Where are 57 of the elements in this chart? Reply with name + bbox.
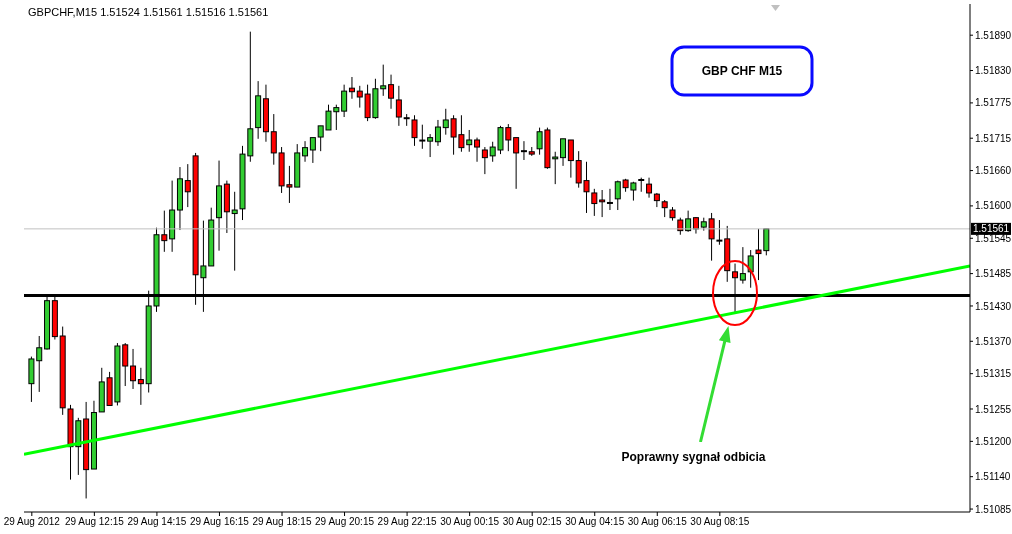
ref-line-label: 1.51561 bbox=[973, 223, 1010, 235]
candlestick bbox=[231, 191, 238, 272]
candlestick bbox=[646, 177, 653, 199]
x-tick-label: 30 Aug 08:15 bbox=[690, 516, 750, 528]
candlestick bbox=[434, 119, 441, 147]
x-tick-label: 30 Aug 02:15 bbox=[502, 516, 563, 528]
x-tick-label: 30 Aug 00:15 bbox=[440, 516, 500, 528]
candlestick bbox=[427, 133, 434, 158]
y-tick-label: 1.51430 bbox=[975, 300, 1012, 312]
candlestick bbox=[599, 189, 606, 218]
candlestick bbox=[418, 124, 427, 150]
y-tick-label: 1.51370 bbox=[975, 335, 1012, 347]
candlestick bbox=[513, 137, 520, 190]
candlestick bbox=[715, 219, 724, 246]
candlestick bbox=[591, 188, 598, 217]
candlestick bbox=[739, 246, 746, 285]
candlestick bbox=[137, 367, 144, 406]
candlestick bbox=[474, 137, 481, 163]
y-tick-label: 1.51890 bbox=[975, 29, 1012, 41]
candlestick bbox=[395, 85, 402, 127]
y-tick-label: 1.51715 bbox=[975, 132, 1012, 144]
x-tick-label: 29 Aug 2012 bbox=[3, 516, 61, 528]
y-tick-label: 1.51140 bbox=[975, 471, 1011, 483]
x-tick-label: 29 Aug 20:15 bbox=[315, 516, 375, 528]
candlestick bbox=[309, 137, 316, 164]
candlestick bbox=[302, 140, 309, 163]
annotation: Poprawny sygnał odbicia bbox=[621, 450, 766, 464]
y-tick-label: 1.51600 bbox=[975, 200, 1012, 212]
y-tick-label: 1.51315 bbox=[975, 368, 1012, 380]
candlestick bbox=[519, 140, 528, 161]
x-tick-label: 29 Aug 18:15 bbox=[252, 516, 312, 528]
y-tick-label: 1.51085 bbox=[975, 503, 1012, 515]
y-tick-label: 1.51660 bbox=[975, 165, 1012, 177]
x-tick-label: 30 Aug 06:15 bbox=[627, 516, 688, 528]
candlestick bbox=[130, 348, 137, 390]
y-tick-label: 1.51485 bbox=[975, 268, 1012, 280]
x-tick-label: 29 Aug 22:15 bbox=[377, 516, 437, 528]
x-tick-label: 29 Aug 14:15 bbox=[127, 516, 187, 528]
y-tick-label: 1.51545 bbox=[975, 232, 1012, 244]
candlestick bbox=[481, 146, 488, 175]
y-tick-label: 1.51830 bbox=[975, 65, 1012, 77]
candlestick bbox=[747, 249, 754, 289]
candlestick bbox=[605, 188, 614, 211]
candlestick bbox=[560, 138, 567, 167]
candlestick bbox=[341, 84, 348, 118]
x-tick-label: 29 Aug 12:15 bbox=[64, 516, 125, 528]
candlestick bbox=[388, 74, 395, 110]
candlestick bbox=[411, 114, 418, 147]
candlestick bbox=[567, 139, 574, 179]
y-tick-label: 1.51775 bbox=[975, 97, 1012, 109]
x-tick-label: 30 Aug 04:15 bbox=[565, 516, 625, 528]
annotation: GBP CHF M15 bbox=[701, 64, 783, 78]
y-tick-label: 1.51200 bbox=[975, 435, 1012, 447]
candlestick bbox=[348, 76, 355, 100]
chart-title: GBPCHF,M15 1.51524 1.51561 1.51516 1.51561 bbox=[28, 6, 269, 19]
x-tick-label: 29 Aug 16:15 bbox=[189, 516, 250, 528]
y-tick-label: 1.51255 bbox=[975, 403, 1012, 415]
